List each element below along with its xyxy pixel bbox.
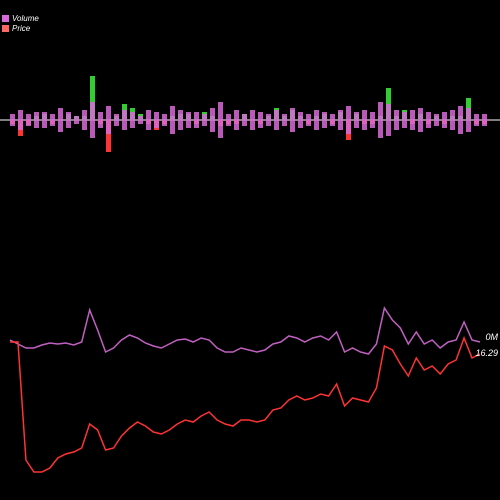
axis-label-price: 16.29 [475,348,498,358]
axis-label-volume: 0M [485,332,498,342]
chart-svg [0,0,500,500]
